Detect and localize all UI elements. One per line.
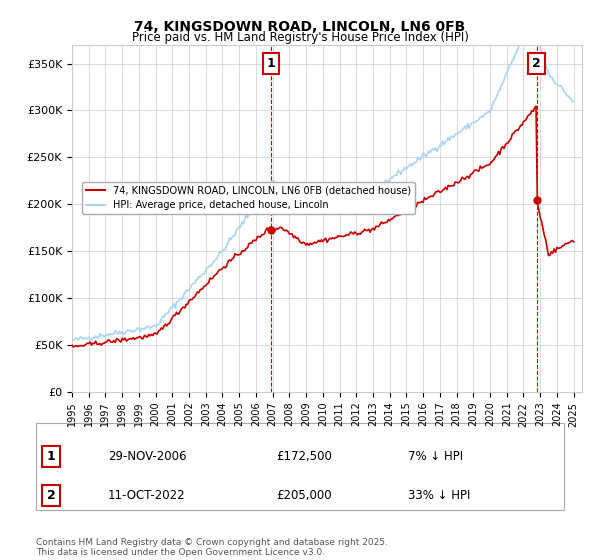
Text: 1: 1 [267,57,275,70]
Legend: 74, KINGSDOWN ROAD, LINCOLN, LN6 0FB (detached house), HPI: Average price, detac: 74, KINGSDOWN ROAD, LINCOLN, LN6 0FB (de… [82,181,415,214]
Text: 74, KINGSDOWN ROAD, LINCOLN, LN6 0FB: 74, KINGSDOWN ROAD, LINCOLN, LN6 0FB [134,20,466,34]
Text: 33% ↓ HPI: 33% ↓ HPI [408,489,470,502]
Text: £172,500: £172,500 [276,450,332,463]
Text: 7% ↓ HPI: 7% ↓ HPI [408,450,463,463]
Text: 2: 2 [532,57,541,70]
Text: 11-OCT-2022: 11-OCT-2022 [108,489,185,502]
Text: 29-NOV-2006: 29-NOV-2006 [108,450,187,463]
Text: Contains HM Land Registry data © Crown copyright and database right 2025.
This d: Contains HM Land Registry data © Crown c… [36,538,388,557]
Text: 2: 2 [47,489,55,502]
Text: Price paid vs. HM Land Registry's House Price Index (HPI): Price paid vs. HM Land Registry's House … [131,31,469,44]
Text: £205,000: £205,000 [276,489,332,502]
Text: 1: 1 [47,450,55,463]
